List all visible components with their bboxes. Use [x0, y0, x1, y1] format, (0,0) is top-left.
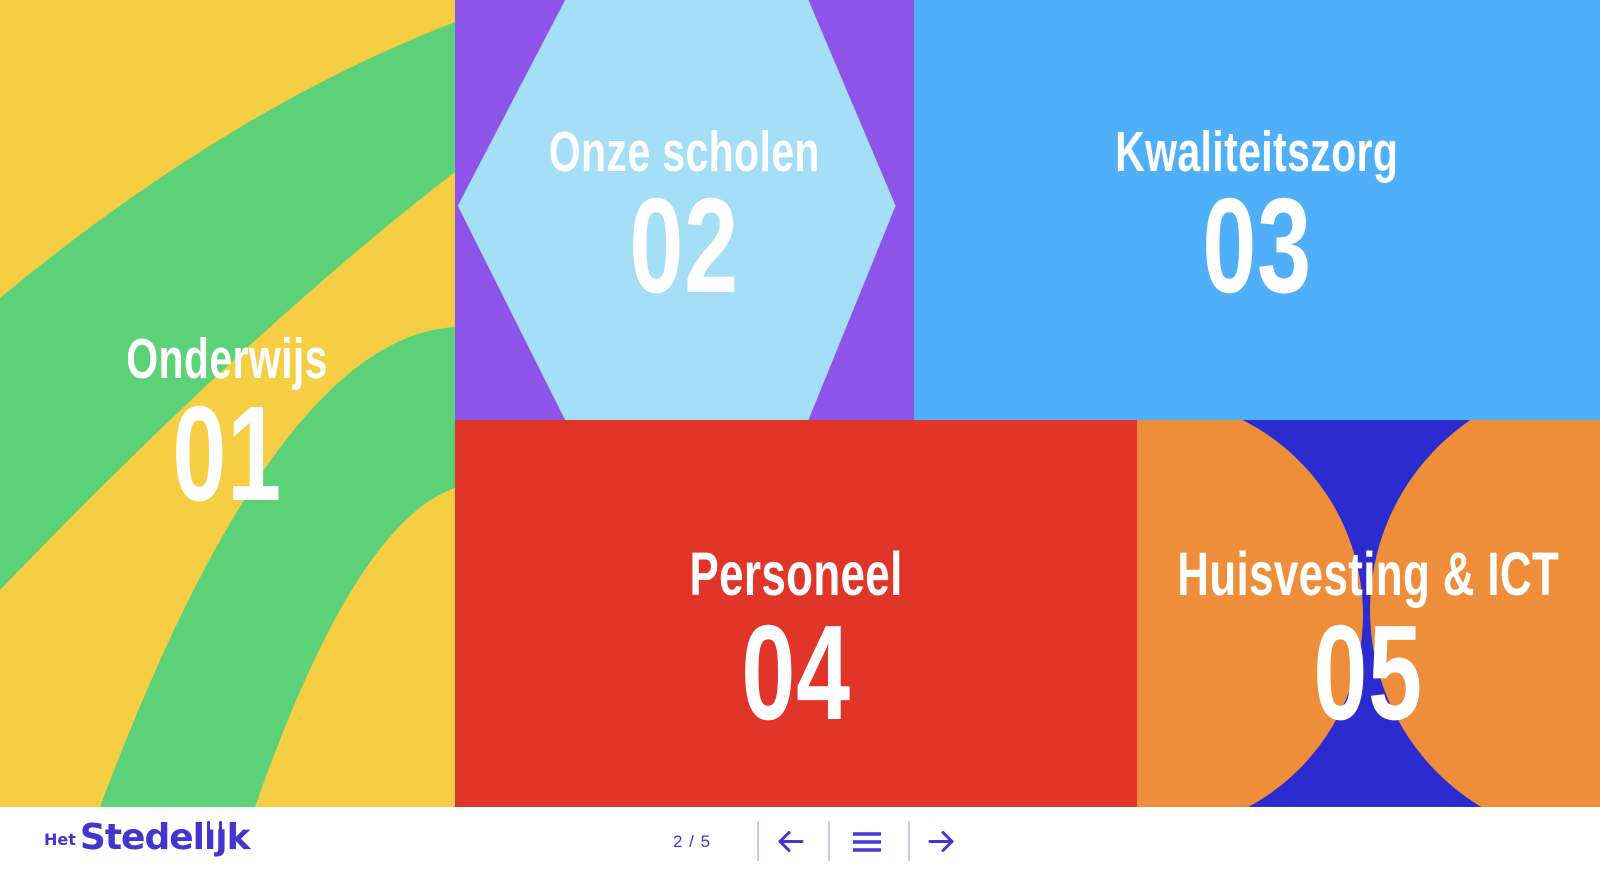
footer-bar: Het Stedelıȷk 2 / 5 — [0, 807, 1600, 876]
tile-number: 03 — [1202, 169, 1312, 321]
hexagon-decoration — [457, 0, 896, 420]
arrow-left-icon — [778, 831, 803, 852]
next-page-button[interactable] — [921, 822, 961, 862]
tile-huisvesting-ict[interactable]: Huisvesting & ICT 05 — [1137, 420, 1600, 807]
logo-ij-glyphs: ıȷ — [203, 817, 228, 858]
orange-circle-right-decoration — [1370, 420, 1600, 807]
arrow-right-icon — [928, 831, 953, 852]
tile-onze-scholen[interactable]: Onze scholen 02 — [455, 0, 914, 420]
logo-prefix: Het — [44, 830, 76, 849]
concentric-arcs-decoration — [0, 22, 455, 807]
tile-label: Kwaliteitszorg — [1115, 119, 1399, 184]
footer-divider — [828, 821, 830, 861]
tile-kwaliteitszorg[interactable]: Kwaliteitszorg 03 — [914, 0, 1600, 420]
page-indicator: 2 / 5 — [672, 831, 712, 851]
tile-personeel[interactable]: Personeel 04 — [455, 420, 1137, 807]
prev-page-button[interactable] — [770, 822, 810, 862]
footer-divider — [908, 821, 910, 861]
orange-circle-left-decoration — [1137, 420, 1363, 807]
hamburger-menu-icon — [853, 831, 881, 852]
tile-number: 04 — [741, 596, 851, 748]
logo-name: Stedelıȷk — [79, 817, 251, 858]
het-stedelijk-logo: Het Stedelıȷk — [44, 817, 251, 858]
tile-label: Personeel — [689, 539, 903, 608]
table-of-contents-button[interactable] — [847, 822, 887, 862]
footer-divider — [757, 821, 759, 861]
tile-onderwijs[interactable]: Onderwijs 01 — [0, 0, 455, 807]
